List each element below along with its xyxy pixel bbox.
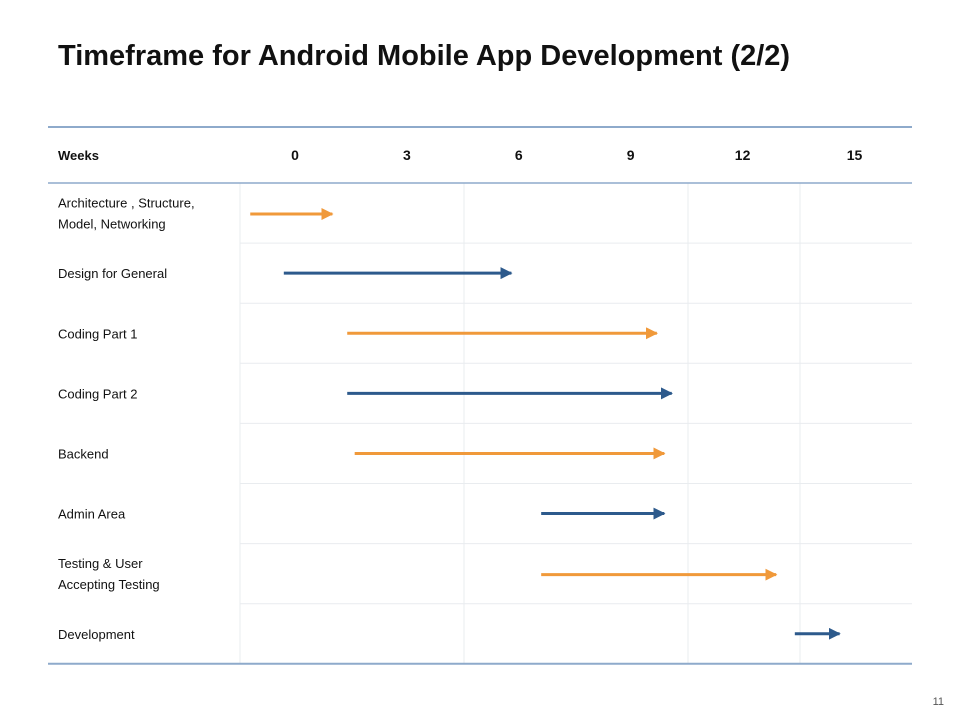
tick-label-6: 6 bbox=[515, 147, 523, 163]
task-label: Backend bbox=[58, 446, 109, 461]
task-label: Architecture , Structure, Model, Networki… bbox=[58, 196, 195, 232]
task-label-line: Design for General bbox=[58, 266, 167, 281]
task-label: Testing & User Accepting Testing bbox=[58, 556, 160, 592]
tick-label-15: 15 bbox=[847, 147, 863, 163]
task-label-line: Testing & User bbox=[58, 556, 143, 571]
task-label-line: Backend bbox=[58, 446, 109, 461]
task-label-line: Architecture , Structure, bbox=[58, 196, 195, 211]
tick-label-12: 12 bbox=[735, 147, 751, 163]
task-label-line: Development bbox=[58, 627, 135, 642]
task-label-line: Model, Networking bbox=[58, 217, 166, 232]
task-label: Coding Part 2 bbox=[58, 386, 138, 401]
weeks-header-label: Weeks bbox=[58, 148, 99, 163]
task-label-line: Coding Part 1 bbox=[58, 326, 138, 341]
tick-label-3: 3 bbox=[403, 147, 411, 163]
tick-label-0: 0 bbox=[291, 147, 299, 163]
task-label-line: Coding Part 2 bbox=[58, 386, 138, 401]
tick-label-9: 9 bbox=[627, 147, 635, 163]
task-label-line: Admin Area bbox=[58, 507, 126, 522]
task-label: Coding Part 1 bbox=[58, 326, 138, 341]
task-label-line: Accepting Testing bbox=[58, 577, 160, 592]
task-label: Development bbox=[58, 627, 135, 642]
page-number: 11 bbox=[932, 696, 944, 708]
task-label: Admin Area bbox=[58, 507, 126, 522]
slide-title: Timeframe for Android Mobile App Develop… bbox=[58, 40, 791, 72]
task-label: Design for General bbox=[58, 266, 167, 281]
